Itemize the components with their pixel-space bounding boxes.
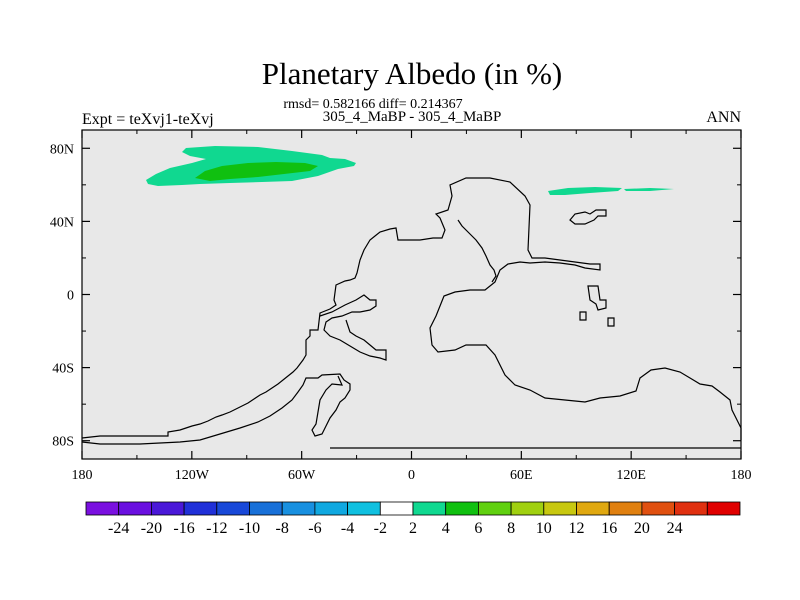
x-tick-label: 60W <box>288 468 316 483</box>
colorbar-swatch <box>576 501 610 516</box>
colorbar-label: -10 <box>239 520 260 537</box>
y-tick-label: 80S <box>52 435 74 450</box>
chart-title: Planetary Albedo (in %) <box>262 56 562 91</box>
coastline-south-america-inner <box>319 294 387 361</box>
coastline-southern-arc <box>81 373 351 445</box>
coastline-island-small-east <box>607 317 615 327</box>
colorbar-label: 12 <box>569 520 585 537</box>
map-background <box>82 130 741 459</box>
colorbar-label: -12 <box>206 520 227 537</box>
colorbar-swatch <box>347 501 381 516</box>
colorbar-swatch <box>706 501 741 516</box>
anomaly-layer <box>146 146 674 195</box>
coastline-east-africa <box>457 219 497 283</box>
colorbar-label: -24 <box>108 520 129 537</box>
x-tick-label: 0 <box>408 468 415 483</box>
colorbar-label: 2 <box>409 520 417 537</box>
colorbar-swatch <box>543 501 577 516</box>
colorbar-swatch <box>445 501 479 516</box>
experiment-subtitle: 305_4_MaBP - 305_4_MaBP <box>323 109 502 125</box>
coastline-island-small <box>579 311 587 321</box>
colorbar-swatch <box>510 501 545 516</box>
colorbar-label: 20 <box>634 520 650 537</box>
colorbar-label: 10 <box>536 520 552 537</box>
season-label: ANN <box>706 109 741 126</box>
colorbar-label: -6 <box>308 520 321 537</box>
x-tick-label: 120E <box>616 468 646 483</box>
y-tick-label: 80N <box>50 142 74 157</box>
colorbar-swatch <box>118 501 152 516</box>
colorbar-label: -2 <box>374 520 387 537</box>
colorbar-swatch <box>412 501 447 516</box>
anomaly-north-pacific-core <box>195 162 318 181</box>
colorbar-swatch <box>314 501 348 516</box>
colorbar-swatch <box>379 501 414 516</box>
colorbar-label: -8 <box>276 520 289 537</box>
colorbar-swatch <box>216 501 250 516</box>
y-tick-label: 40S <box>52 362 74 377</box>
colorbar-label: 24 <box>667 520 683 537</box>
colorbar-swatch <box>477 501 512 516</box>
colorbar-label: -4 <box>341 520 354 537</box>
coastline-north-asia-inner <box>569 209 607 225</box>
colorbar-swatch <box>641 501 676 516</box>
colorbar-label: -16 <box>173 520 194 537</box>
colorbar-swatch <box>608 501 643 516</box>
x-tick-label: 180 <box>731 468 752 483</box>
stats-subtitle: rmsd= 0.582166 diff= 0.214367 <box>283 97 462 112</box>
y-tick-label: 40N <box>50 215 74 230</box>
colorbar-swatch <box>150 501 185 516</box>
colorbar-swatch <box>249 501 283 516</box>
anomaly-north-asia-east <box>624 188 674 191</box>
colorbar-swatch <box>183 501 218 516</box>
coastline-americas-west <box>81 177 742 440</box>
colorbar-label: 6 <box>474 520 482 537</box>
colorbar-swatch <box>85 501 120 516</box>
colorbar-swatch <box>281 501 316 516</box>
x-tick-label: 60E <box>510 468 533 483</box>
colorbar-label: 4 <box>442 520 450 537</box>
y-tick-label: 0 <box>67 289 74 304</box>
x-tick-label: 120W <box>175 468 210 483</box>
y-axis: 80N 40N 0 40S 80S <box>50 142 741 450</box>
colorbar: -24 -20 -16 -12 -10 -8 -6 -4 -2 2 4 6 8 10 12 16 20 24 <box>85 501 741 537</box>
colorbar-swatch <box>674 501 708 516</box>
colorbar-label: -20 <box>141 520 162 537</box>
experiment-label: Expt = teXvj1-teXvj <box>82 111 214 128</box>
anomaly-north-asia <box>548 187 622 195</box>
x-tick-label: 180 <box>72 468 93 483</box>
coastlines <box>81 177 742 449</box>
colorbar-label: 8 <box>507 520 515 537</box>
x-axis: 180 120W 60W 0 60E 120E 180 <box>72 130 752 483</box>
colorbar-label: 16 <box>601 520 617 537</box>
coastline-island-east <box>587 285 607 311</box>
